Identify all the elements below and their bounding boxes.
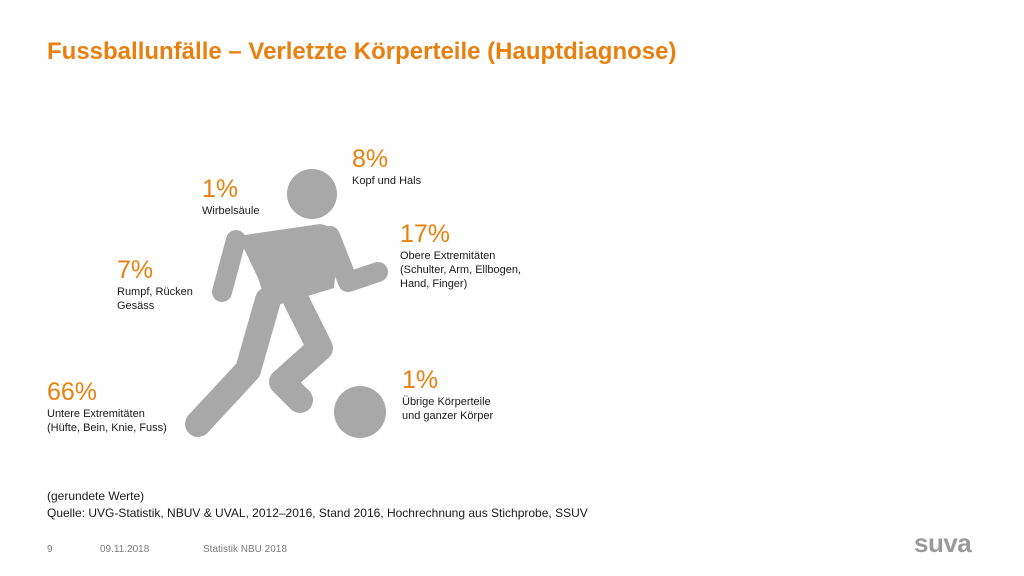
- rounding-note: (gerundete Werte): [47, 489, 145, 503]
- player-head: [287, 169, 337, 219]
- stat-upper: 17% Obere Extremitäten (Schulter, Arm, E…: [400, 219, 521, 291]
- player-torso: [238, 224, 338, 308]
- stat-trunk: 7% Rumpf, Rücken Gesäss: [117, 255, 193, 313]
- stat-head-label: Kopf und Hals: [352, 175, 422, 187]
- stat-other-label: Übrige Körperteile und ganzer Körper: [402, 396, 494, 422]
- footer-date: 09.11.2018: [100, 544, 150, 555]
- player-leg-front: [269, 287, 333, 413]
- source-note: Quelle: UVG-Statistik, NBUV & UVAL, 2012…: [47, 506, 588, 520]
- stat-lower-percent: 66%: [47, 378, 98, 406]
- stat-upper-percent: 17%: [400, 220, 451, 248]
- stat-other-percent: 1%: [402, 366, 439, 394]
- ball-icon: [334, 386, 386, 438]
- stat-upper-label: Obere Extremitäten (Schulter, Arm, Ellbo…: [400, 250, 522, 290]
- stat-spine: 1% Wirbelsäule: [202, 174, 259, 218]
- suva-logo: suva: [914, 528, 972, 558]
- player-arm-back: [212, 230, 246, 302]
- stat-head-percent: 8%: [352, 145, 389, 173]
- stat-spine-percent: 1%: [202, 175, 239, 203]
- player-arm-front: [320, 226, 388, 292]
- footer-label: Statistik NBU 2018: [203, 544, 287, 555]
- stat-lower: 66% Untere Extremitäten (Hüfte, Bein, Kn…: [47, 377, 167, 435]
- stat-trunk-label: Rumpf, Rücken Gesäss: [117, 286, 193, 312]
- stat-spine-label: Wirbelsäule: [202, 205, 260, 217]
- stat-lower-label: Untere Extremitäten (Hüfte, Bein, Knie, …: [47, 408, 167, 434]
- stat-other: 1% Übrige Körperteile und ganzer Körper: [402, 365, 493, 423]
- player-leg-back: [185, 287, 281, 437]
- stat-head: 8% Kopf und Hals: [352, 144, 421, 188]
- stat-trunk-percent: 7%: [117, 256, 154, 284]
- page-number: 9: [47, 544, 53, 555]
- page-title: Fussballunfälle – Verletzte Körperteile …: [47, 38, 677, 65]
